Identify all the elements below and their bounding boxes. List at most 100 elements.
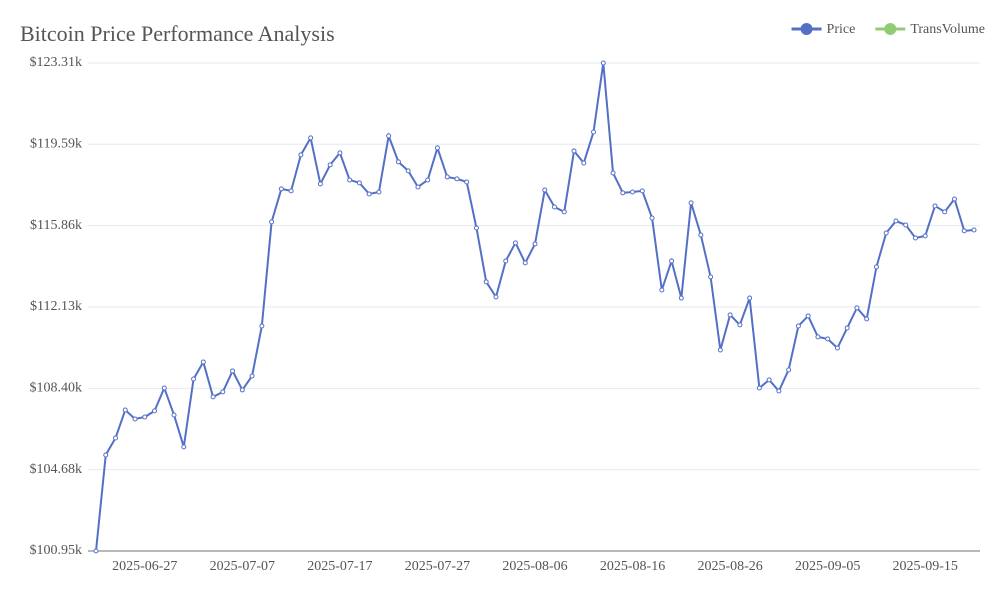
data-point [844,325,850,331]
legend-label: TransVolume [910,22,985,37]
data-point [571,148,577,154]
data-point [200,359,206,365]
data-point [610,170,616,176]
data-point [317,181,323,187]
y-tick-label: $119.59k [30,136,82,151]
data-point [161,385,167,391]
y-tick-label: $104.68k [30,462,83,477]
data-point [591,129,597,135]
data-point [786,367,792,373]
data-point [873,264,879,270]
data-point [152,408,158,414]
data-point [327,162,333,168]
data-point [903,222,909,228]
data-point [512,240,518,246]
data-point [825,336,831,342]
data-point [581,160,587,166]
x-tick-label: 2025-09-15 [893,559,958,574]
y-tick-label: $100.95k [30,543,83,558]
data-point [942,209,948,215]
data-point [815,334,821,340]
data-point [620,190,626,196]
legend-marker [800,23,813,35]
x-tick-label: 2025-08-06 [502,559,567,574]
data-point [376,189,382,195]
data-point [386,133,392,139]
data-point [132,416,138,422]
data-point [756,385,762,391]
y-tick-label: $123.31k [30,55,83,70]
data-point [669,258,675,264]
data-point [776,388,782,394]
data-point [444,174,450,180]
data-point [971,227,977,233]
data-point [347,177,353,183]
data-point [708,274,714,280]
data-point [532,241,538,247]
data-point [493,294,499,300]
data-point [415,184,421,190]
data-point [747,295,753,301]
y-tick-label: $115.86k [30,218,82,233]
data-point [864,316,870,322]
data-point [434,145,440,151]
data-point [542,187,548,193]
x-tick-label: 2025-07-07 [210,559,275,574]
legend-marker [884,23,897,35]
data-point [659,287,665,293]
x-tick-label: 2025-06-27 [112,559,177,574]
data-point [210,394,216,400]
data-point [405,168,411,174]
data-point [483,279,489,285]
data-point [932,203,938,209]
data-point [356,180,362,186]
data-point [600,60,606,66]
data-point [805,313,811,319]
data-point [922,233,928,239]
x-tick-label: 2025-08-16 [600,559,665,574]
data-point [893,218,899,224]
y-tick-label: $108.40k [30,381,83,396]
data-point [698,232,704,238]
data-point [961,228,967,234]
data-point [717,347,723,353]
data-point [171,412,177,418]
data-point [552,204,558,210]
data-point [93,548,99,554]
data-point [473,225,479,231]
data-point [630,189,636,195]
data-point [269,219,275,225]
data-point [795,323,801,329]
legend-label: Price [827,22,856,37]
data-point [220,389,226,395]
data-point [951,196,957,202]
data-point [395,159,401,165]
x-tick-label: 2025-07-27 [405,559,470,574]
data-point [561,209,567,215]
x-tick-label: 2025-08-26 [697,559,762,574]
data-point [766,377,772,383]
data-point [464,179,470,185]
data-point [522,260,528,266]
data-point [425,177,431,183]
data-point [688,200,694,206]
data-point [259,323,265,329]
data-point [337,150,343,156]
data-point [278,186,284,192]
data-point [912,235,918,241]
data-point [113,435,119,441]
data-point [298,152,304,158]
data-point [503,258,509,264]
data-point [249,373,255,379]
data-point [649,215,655,221]
data-point [181,444,187,450]
data-point [239,387,245,393]
data-point [288,188,294,194]
data-point [678,295,684,301]
data-point [727,312,733,318]
data-point [122,407,128,413]
data-point [834,345,840,351]
data-point [883,230,889,236]
data-point [454,176,460,182]
